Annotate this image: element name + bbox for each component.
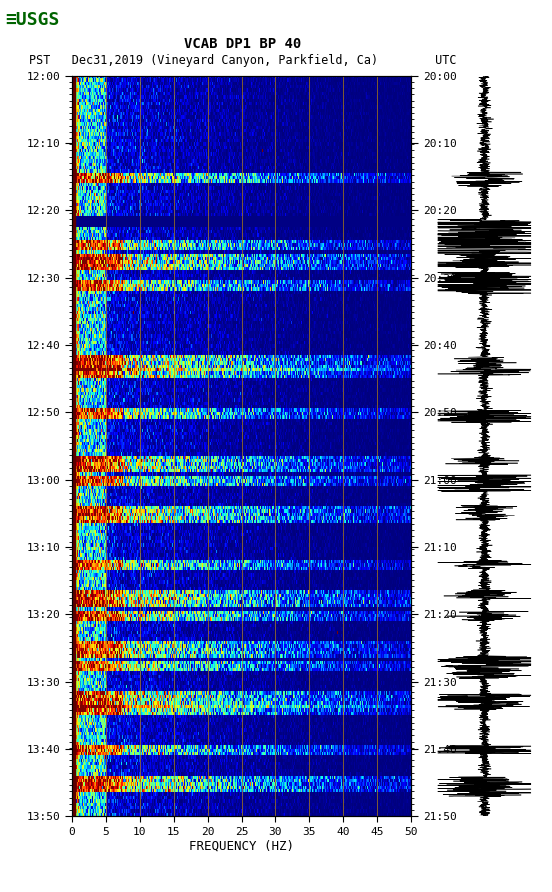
Text: VCAB DP1 BP 40: VCAB DP1 BP 40 [184, 37, 301, 52]
Text: ≡USGS: ≡USGS [6, 11, 60, 29]
X-axis label: FREQUENCY (HZ): FREQUENCY (HZ) [189, 839, 294, 853]
Text: PST   Dec31,2019 (Vineyard Canyon, Parkfield, Ca)        UTC: PST Dec31,2019 (Vineyard Canyon, Parkfie… [29, 54, 457, 67]
Bar [72, 76, 75, 816]
